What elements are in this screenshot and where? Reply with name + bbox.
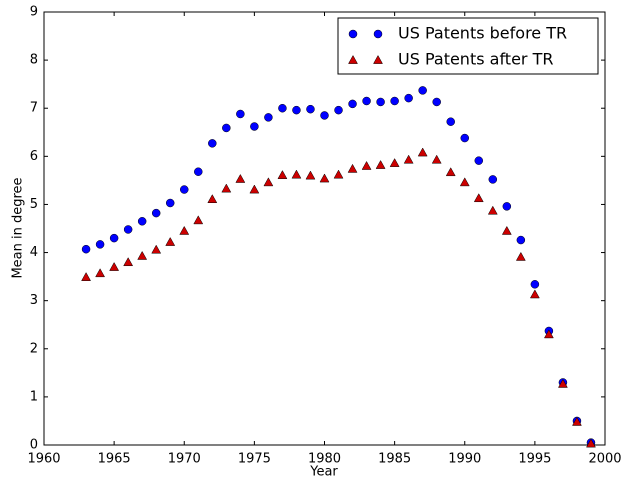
circle-point bbox=[123, 225, 133, 234]
triangle-point bbox=[459, 177, 470, 187]
triangle-point bbox=[263, 177, 274, 187]
triangle-point bbox=[207, 194, 218, 204]
triangle-point bbox=[543, 329, 554, 339]
triangle-point bbox=[586, 438, 596, 448]
circle-point bbox=[488, 175, 498, 184]
circle-point bbox=[151, 208, 161, 218]
y-tick-label: 3 bbox=[30, 293, 38, 308]
triangle-point bbox=[249, 184, 260, 194]
legend-marker bbox=[373, 54, 383, 64]
triangle-point bbox=[137, 250, 148, 260]
y-tick-label: 0 bbox=[30, 438, 38, 453]
triangle-point bbox=[501, 225, 512, 235]
triangle-point bbox=[151, 244, 162, 254]
circle-point bbox=[165, 198, 175, 208]
triangle-point bbox=[417, 147, 428, 157]
x-tick-label: 1990 bbox=[448, 452, 481, 467]
x-tick-label: 1960 bbox=[27, 452, 60, 467]
circle-point bbox=[95, 240, 105, 249]
y-tick-label: 1 bbox=[30, 389, 38, 404]
triangle-point bbox=[361, 160, 372, 170]
circle-point bbox=[446, 117, 455, 126]
triangle-point bbox=[445, 167, 456, 177]
triangle-point bbox=[558, 378, 568, 388]
circle-point bbox=[278, 103, 287, 113]
legend-box bbox=[337, 17, 599, 75]
circle-point bbox=[390, 96, 399, 106]
circle-point bbox=[362, 96, 371, 106]
x-tick-label: 1975 bbox=[238, 452, 271, 467]
triangle-point bbox=[179, 225, 190, 235]
triangle-point bbox=[333, 169, 344, 179]
circle-point bbox=[376, 97, 385, 107]
circle-point bbox=[334, 105, 343, 115]
x-tick-label: 1970 bbox=[168, 452, 201, 467]
y-tick-label: 4 bbox=[30, 245, 38, 260]
triangle-point bbox=[109, 261, 120, 271]
triangle-point bbox=[319, 173, 330, 183]
triangle-point bbox=[235, 173, 246, 183]
circle-point bbox=[306, 104, 315, 114]
circle-point bbox=[474, 156, 484, 165]
y-axis-label: Mean in degree bbox=[11, 177, 26, 278]
legend-label: US Patents after TR bbox=[398, 50, 553, 69]
legend-marker bbox=[348, 29, 358, 39]
triangle-point bbox=[193, 215, 204, 225]
x-tick-label: 1980 bbox=[308, 452, 341, 467]
circle-point bbox=[222, 123, 231, 133]
triangle-point bbox=[81, 272, 91, 281]
y-tick-label: 9 bbox=[30, 5, 38, 20]
circle-point bbox=[348, 99, 357, 109]
x-tick-label: 1995 bbox=[518, 452, 551, 467]
triangle-point bbox=[95, 268, 106, 278]
triangle-point bbox=[389, 158, 400, 167]
triangle-point bbox=[221, 183, 232, 193]
circle-point bbox=[137, 217, 147, 226]
circle-point bbox=[418, 86, 427, 95]
y-tick-label: 6 bbox=[30, 149, 38, 164]
triangle-point bbox=[123, 257, 134, 267]
circle-point bbox=[502, 202, 512, 211]
triangle-point bbox=[473, 193, 484, 203]
circle-point bbox=[460, 133, 469, 143]
circle-point bbox=[180, 185, 189, 194]
triangle-point bbox=[403, 154, 414, 164]
circle-point bbox=[81, 244, 91, 254]
triangle-point bbox=[165, 236, 176, 246]
triangle-point bbox=[291, 169, 302, 179]
x-axis-label: Year bbox=[309, 465, 338, 480]
circle-point bbox=[236, 109, 245, 119]
triangle-point bbox=[277, 170, 288, 179]
circle-point bbox=[250, 122, 259, 131]
triangle-point bbox=[572, 416, 582, 426]
circle-point bbox=[292, 105, 301, 115]
x-tick-label: 1985 bbox=[378, 452, 411, 467]
x-tick-label: 2000 bbox=[588, 452, 621, 467]
triangle-point bbox=[305, 170, 316, 180]
circle-point bbox=[264, 113, 273, 122]
circle-point bbox=[404, 93, 413, 103]
circle-point bbox=[432, 97, 441, 107]
y-tick-label: 8 bbox=[30, 53, 38, 68]
legend-marker bbox=[373, 29, 383, 39]
circle-point bbox=[109, 233, 119, 243]
legend-label: US Patents before TR bbox=[398, 24, 567, 43]
triangle-point bbox=[375, 159, 386, 169]
triangle-point bbox=[431, 154, 442, 164]
legend-marker bbox=[348, 54, 358, 64]
triangle-point bbox=[347, 163, 358, 173]
triangle-point bbox=[515, 251, 526, 261]
circle-point bbox=[194, 167, 203, 176]
y-tick-label: 7 bbox=[30, 101, 38, 116]
circle-point bbox=[320, 111, 329, 120]
circle-point bbox=[208, 139, 217, 148]
y-tick-label: 2 bbox=[30, 341, 38, 356]
circle-point bbox=[530, 280, 540, 289]
x-tick-label: 1965 bbox=[98, 452, 131, 467]
triangle-point bbox=[487, 205, 498, 215]
y-tick-label: 5 bbox=[30, 197, 38, 212]
circle-point bbox=[516, 235, 526, 245]
triangle-point bbox=[529, 289, 540, 299]
